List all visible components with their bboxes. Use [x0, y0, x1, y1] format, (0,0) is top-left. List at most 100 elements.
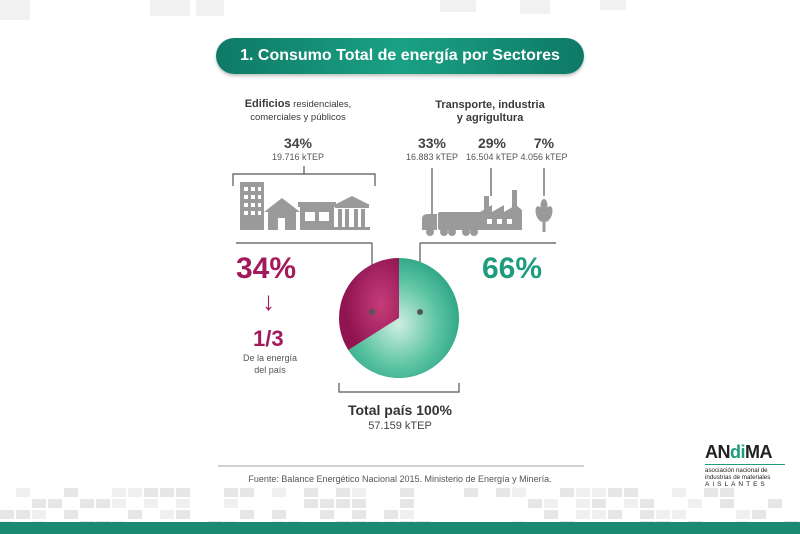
bg-square: [320, 510, 334, 519]
transport-heading-line1: Transporte, industria: [435, 99, 545, 111]
fraction-caption-line1: De la energía: [242, 353, 298, 363]
bg-square: [720, 488, 734, 497]
bg-square: [352, 510, 366, 519]
transport-item-3-ktep: 4.056 kTEP: [520, 152, 568, 162]
buildings-big-percent: 34%: [236, 252, 297, 285]
bg-square: [64, 488, 78, 497]
bg-square: [608, 488, 622, 497]
truck-icon: [422, 212, 482, 236]
bg-square: [240, 488, 254, 497]
wheat-icon: [535, 199, 553, 232]
bg-square: [336, 488, 350, 497]
pie-slice-transport: [348, 258, 460, 379]
bg-square: [272, 510, 286, 519]
transport-big-percent: 66%: [482, 252, 543, 285]
bg-square: [128, 510, 142, 519]
fraction-value: 1/3: [253, 326, 284, 351]
bg-square: [240, 510, 254, 519]
buildings-heading: Edificios residenciales, comerciales y p…: [218, 98, 378, 124]
bg-square: [768, 499, 782, 508]
bg-square: [32, 499, 46, 508]
bg-square: [640, 499, 654, 508]
bg-square: [400, 499, 414, 508]
bg-square: [592, 499, 606, 508]
pie-slice-buildings: [339, 258, 399, 351]
bg-square: [736, 510, 750, 519]
transport-item-1-percent: 33%: [417, 135, 447, 151]
bg-square: [576, 488, 590, 497]
bg-square: [592, 510, 606, 519]
andima-logo: ANdiMA asociación nacional de industrias…: [705, 442, 785, 488]
bg-square: [80, 499, 94, 508]
bg-square: [384, 510, 398, 519]
fraction-caption-line2: del país: [254, 365, 286, 375]
bg-square: [0, 510, 14, 519]
logo-wordmark: ANdiMA: [705, 442, 773, 462]
fraction-caption: De la energía del país: [230, 352, 310, 376]
store-icon: [298, 202, 336, 230]
bg-square: [608, 510, 622, 519]
bg-square: [528, 499, 542, 508]
bg-square: [16, 488, 30, 497]
transport-heading-line2: y agrigultura: [456, 112, 524, 124]
bg-square: [304, 499, 318, 508]
bg-square: [272, 488, 286, 497]
buildings-heading-bold: Edificios: [244, 98, 291, 110]
transport-heading: Transporte, industria y agrigultura: [410, 99, 570, 125]
bg-square: [592, 488, 606, 497]
public-building-icon: [334, 196, 370, 230]
bg-square: [720, 499, 734, 508]
bg-square: [224, 499, 238, 508]
bg-square: [400, 488, 414, 497]
bg-square: [304, 488, 318, 497]
buildings-ktep: 19.716 kTEP: [271, 152, 325, 162]
office-tower-icon: [240, 182, 264, 230]
bg-square: [512, 488, 526, 497]
bg-square: [672, 488, 686, 497]
bg-square: [576, 510, 590, 519]
logo-line2: industrias de materiales: [705, 474, 771, 481]
pie-chart: [339, 258, 460, 379]
bg-square: [128, 488, 142, 497]
buildings-heading-rest: residenciales,: [290, 99, 352, 110]
arrow-down-icon: ↓: [262, 286, 275, 316]
bg-square: [672, 510, 686, 519]
bg-square: [112, 488, 126, 497]
left-pointer-dot: [369, 309, 375, 315]
bg-square: [32, 510, 46, 519]
total-value: 57.159 kTEP: [368, 420, 432, 432]
bg-square: [320, 499, 334, 508]
bg-square: [656, 510, 670, 519]
transport-item-3-percent: 7%: [533, 135, 555, 151]
bg-square: [224, 488, 238, 497]
bg-square: [48, 499, 62, 508]
bg-square: [160, 488, 174, 497]
bg-square: [176, 488, 190, 497]
bg-square: [144, 499, 158, 508]
transport-item-2-percent: 29%: [477, 135, 507, 151]
bg-square: [576, 499, 590, 508]
bg-square: [176, 499, 190, 508]
bg-square: [544, 499, 558, 508]
chart-title: 1. Consumo Total de energía por Sectores: [216, 38, 584, 74]
bg-square: [96, 499, 110, 508]
total-bracket: [338, 383, 460, 393]
bg-square: [688, 499, 702, 508]
source-note: Fuente: Balance Energético Nacional 2015…: [248, 474, 552, 484]
bg-square: [144, 488, 158, 497]
bg-square: [176, 510, 190, 519]
bg-square: [352, 499, 366, 508]
buildings-percent: 34%: [283, 135, 313, 151]
bg-square: [704, 488, 718, 497]
bg-square: [560, 488, 574, 497]
bg-square: [640, 510, 654, 519]
logo-line1: asociación nacional de: [705, 467, 768, 474]
bg-square: [400, 510, 414, 519]
house-icon: [264, 198, 300, 230]
bg-square: [336, 499, 350, 508]
factory-icon: [480, 190, 522, 230]
bg-square: [496, 488, 510, 497]
bg-square: [352, 488, 366, 497]
total-label: Total país 100%: [347, 402, 452, 418]
